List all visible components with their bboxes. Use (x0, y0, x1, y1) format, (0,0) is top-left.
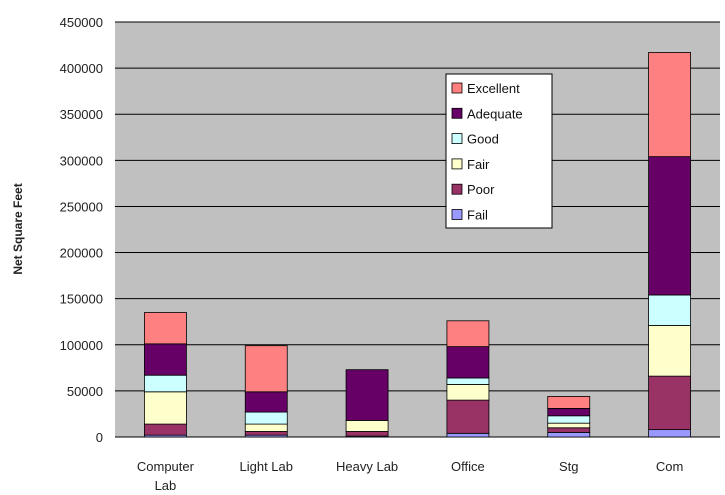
y-tick-label: 450000 (60, 15, 103, 30)
bar-segment-excellent (144, 312, 187, 345)
bar-segment-adequate (345, 369, 389, 421)
x-tick-label: Computer (137, 459, 195, 474)
y-tick-label: 350000 (60, 107, 103, 122)
legend-swatch-fair (451, 158, 463, 170)
bar-segment-adequate (144, 343, 187, 376)
legend-swatch-excellent (451, 82, 463, 94)
legend-label-fail: Fail (467, 208, 488, 223)
bar-segment-fair (345, 419, 389, 432)
bar-segment-poor (547, 427, 591, 433)
y-axis-title: Net Square Feet (11, 183, 25, 274)
bar-segment-poor (648, 375, 691, 431)
bar-segment-good (547, 415, 591, 424)
x-tick-label: Office (451, 459, 485, 474)
bar-segment-fail (648, 429, 691, 438)
bar-segment-fair (244, 423, 288, 432)
legend-label-excellent: Excellent (467, 81, 520, 96)
x-tick-label: Light Lab (240, 459, 294, 474)
gridlines (115, 21, 720, 438)
x-tick-label: Lab (155, 478, 177, 493)
bar-segment-fair (446, 384, 490, 401)
y-axis-tick-labels: 0 50000 100000 150000 200000 250000 300000 3500… (60, 15, 103, 445)
bar-segment-excellent (244, 345, 288, 393)
y-tick-label: 50000 (67, 384, 103, 399)
legend-box (445, 73, 553, 229)
x-tick-label: Com (656, 459, 683, 474)
legend-label-adequate: Adequate (467, 106, 523, 121)
y-tick-label: 400000 (60, 61, 103, 76)
x-tick-label: Stg (559, 459, 579, 474)
y-tick-label: 150000 (60, 292, 103, 307)
legend-swatch-fail (451, 209, 463, 220)
bar-segment-fair (648, 325, 691, 377)
y-tick-label: 300000 (60, 153, 103, 168)
x-axis-tick-labels: Computer Lab Light Lab Heavy Lab Office Stg Co… (137, 459, 683, 493)
plot-area (115, 22, 720, 437)
bar-segment-good (244, 411, 288, 425)
legend-swatch-good (451, 133, 463, 145)
bar-segment-good (446, 377, 490, 385)
y-tick-label: 0 (96, 430, 103, 445)
legend: Excellent Adequate Good Fair Poor Fail (445, 73, 553, 229)
legend-swatch-adequate (451, 107, 463, 119)
bar-segment-poor (244, 431, 288, 436)
bar-segment-fair (547, 422, 591, 429)
bar-segment-fail (446, 432, 490, 438)
bar-segment-excellent (547, 396, 591, 409)
bar-segment-adequate (446, 346, 490, 379)
bar-segment-adequate (648, 156, 691, 296)
bar-segment-fair (144, 391, 187, 425)
bar-segment-fail (547, 431, 591, 438)
legend-swatch-poor (451, 183, 463, 195)
legend-label-fair: Fair (467, 157, 490, 172)
bar-segment-adequate (547, 408, 591, 417)
bar-segment-poor (345, 431, 389, 437)
y-tick-label: 100000 (60, 338, 103, 353)
bar-segment-good (144, 374, 187, 393)
bar-segment-poor (144, 423, 187, 436)
y-tick-label: 200000 (60, 246, 103, 261)
bar-segment-good (648, 294, 691, 326)
legend-label-good: Good (467, 132, 499, 147)
bar-segment-excellent (446, 320, 490, 348)
legend-label-poor: Poor (467, 182, 495, 197)
bars (144, 52, 691, 438)
bar-segment-poor (446, 399, 490, 434)
bar-segment-excellent (648, 52, 691, 158)
y-tick-label: 250000 (60, 199, 103, 214)
x-tick-label: Heavy Lab (336, 459, 398, 474)
bar-segment-adequate (244, 391, 288, 413)
